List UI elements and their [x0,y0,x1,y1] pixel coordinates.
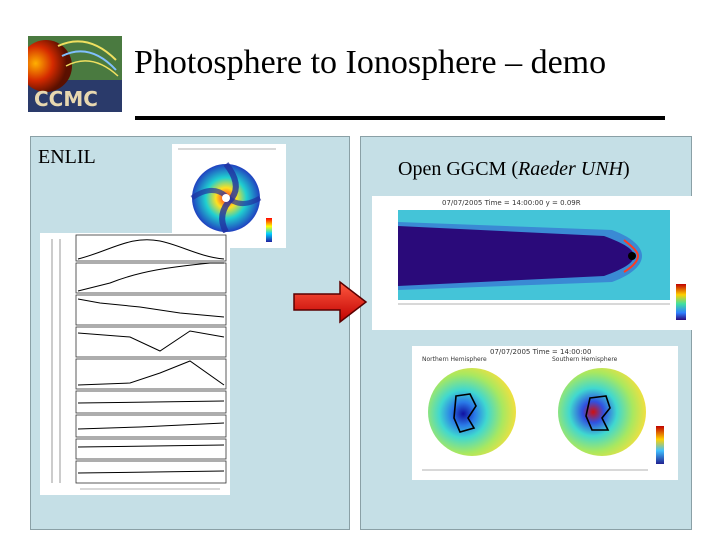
openggcm-label-main: Open GGCM ( [398,158,518,180]
enlil-label: ENLIL [38,146,96,169]
magnetosphere-plot-header: 07/07/2005 Time = 14:00:00 y = 0.09R [442,199,581,207]
red-arrow-icon [290,278,370,326]
magnetosphere-plot: 07/07/2005 Time = 14:00:00 y = 0.09R [372,196,694,330]
northern-hemisphere-title: Northern Hemisphere [422,356,487,363]
southern-hemisphere-title: Southern Hemisphere [552,356,618,363]
logo-text: CCMC [34,87,98,111]
ionosphere-plot: 07/07/2005 Time = 14:00:00 Northern Hemi… [412,346,678,480]
slide-title: Photosphere to Ionosphere – demo [134,44,704,82]
title-underline [135,116,665,120]
ionosphere-plot-header: 07/07/2005 Time = 14:00:00 [490,348,591,356]
ccmc-logo: CCMC [28,36,122,112]
enlil-time-series-figure [40,233,230,495]
openggcm-label-end: ) [623,158,630,180]
openggcm-label: Open GGCM (Raeder UNH) [398,158,630,181]
openggcm-label-author: Raeder UNH [518,158,623,180]
southern-hemisphere-map [558,368,646,456]
